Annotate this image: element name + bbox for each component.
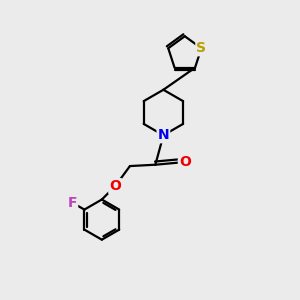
Text: O: O bbox=[179, 155, 191, 169]
Text: O: O bbox=[109, 179, 121, 193]
Text: F: F bbox=[68, 196, 77, 210]
Text: S: S bbox=[196, 41, 206, 55]
Text: N: N bbox=[158, 128, 169, 142]
